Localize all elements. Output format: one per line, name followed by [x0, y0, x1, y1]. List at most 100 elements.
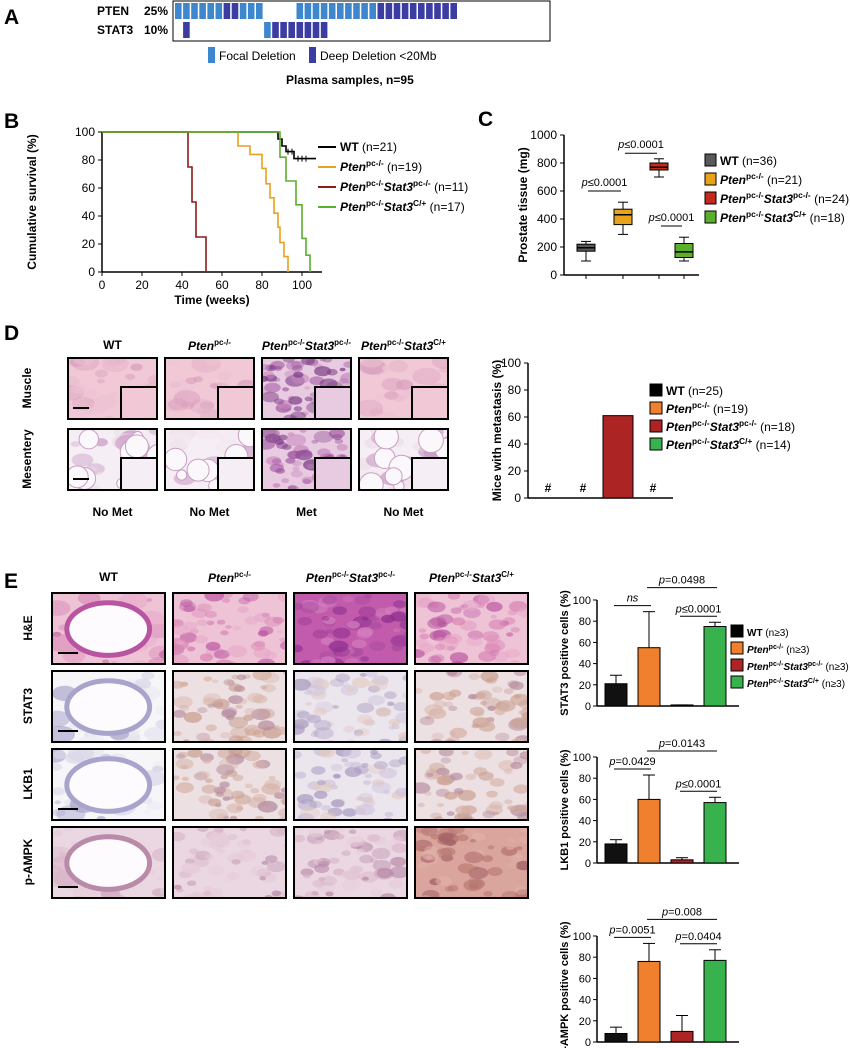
gene-name-pten: PTEN: [97, 4, 129, 18]
sig-label-1: p≤0.0001: [617, 139, 664, 151]
histology-tile-d: [67, 428, 158, 491]
focal-deletion-cell: [337, 3, 344, 19]
deep-deletion-cell: [385, 3, 393, 19]
deep-deletion-cell: [223, 3, 231, 19]
panel-letter-e: E: [4, 570, 19, 593]
focal-deletion-cell: [215, 3, 223, 19]
deep-deletion-cell: [288, 22, 295, 38]
oncoprint-panel: PTEN 25% STAT3 10% Focal Deletion Deep Deleti…: [97, 0, 551, 87]
focal-deletion-cell: [312, 3, 320, 19]
deep-deletion-cell: [183, 22, 190, 38]
y-tick-label: 200: [537, 240, 557, 254]
legend-label-3: Ptenpc-/-Stat3C/+ (n=17): [340, 198, 465, 214]
y-axis-label: STAT3 positive cells (%): [559, 590, 571, 716]
legend-swatch-1: [730, 641, 744, 655]
legend-swatch-1: [704, 172, 717, 186]
legend-label-3: Ptenpc-/-Stat3C/+ (n≥3): [747, 678, 845, 690]
y-tick-label: 100: [75, 125, 95, 139]
metastasis-bar-2: [602, 415, 634, 499]
scale-bar: [58, 886, 78, 888]
focal-deletion-cell: [199, 3, 206, 19]
y-tick-label: 80: [579, 773, 591, 785]
histology-inset: [411, 386, 447, 418]
ihc-bar-1-3: [703, 802, 727, 864]
scale-bar: [58, 730, 78, 732]
focal-deletion-cell: [296, 3, 304, 19]
legend-focal-label: Focal Deletion: [219, 49, 296, 63]
histology-tile-e: [293, 592, 408, 665]
focal-deletion-cell: [191, 3, 198, 19]
y-tick-label: 20: [579, 680, 591, 692]
histology-tile-d: [358, 357, 449, 420]
histology-tile-d: [261, 357, 352, 420]
focal-deletion-cell: [239, 3, 247, 19]
histology-tile-d: [67, 357, 158, 420]
y-axis-label: Cumulative survival (%): [25, 134, 39, 269]
x-axis-label: Time (weeks): [174, 293, 249, 307]
deep-deletion-cell: [231, 3, 239, 19]
ihc-bar-0-0: [604, 683, 628, 707]
x-tick-label: 60: [215, 278, 229, 292]
deep-deletion-cell: [418, 3, 425, 19]
y-tick-label: 40: [579, 816, 591, 828]
deep-deletion-cell: [280, 22, 287, 38]
survival-chart: 0 20 40 60 80 100 0 20 40 60 80 100 Time (weeks) Cumu…: [25, 125, 468, 307]
focal-deletion-cell: [345, 3, 352, 19]
panel-letter-c: C: [478, 108, 494, 131]
sig-label: p=0.0429: [608, 756, 655, 768]
histology-tile-d: [358, 428, 449, 491]
y-tick-label: 0: [88, 265, 95, 279]
x-tick-label: 100: [292, 278, 312, 292]
y-tick-label: 0: [585, 858, 591, 870]
focal-deletion-cell: [256, 3, 263, 19]
deep-deletion-cell: [296, 22, 304, 38]
focal-deletion-cell: [320, 3, 328, 19]
histology-inset: [411, 457, 447, 489]
histology-tile-d: [261, 428, 352, 491]
deep-deletion-cell: [312, 22, 320, 38]
y-tick-label: 40: [82, 209, 96, 223]
y-tick-label: 40: [508, 437, 522, 451]
column-header-d-3: Ptenpc-/-Stat3C/+: [361, 338, 446, 353]
gene-name-stat3: STAT3: [97, 23, 134, 37]
legend-swatch-3: [704, 210, 717, 224]
legend-label-0: WT (n=36): [720, 154, 777, 168]
legend-label-2: Ptenpc-/-Stat3pc-/- (n=11): [340, 178, 468, 194]
y-tick-label: 20: [579, 1016, 591, 1028]
legend-label-2: Ptenpc-/-Stat3pc-/- (n=18): [666, 418, 795, 434]
no-metastasis-mark-0: #: [545, 481, 552, 495]
histology-inset: [120, 386, 156, 418]
x-tick-label: 40: [175, 278, 189, 292]
y-tick-label: 100: [573, 595, 591, 607]
legend-swatch-1: [649, 401, 663, 415]
histology-tile-e: [293, 670, 408, 743]
y-tick-label: 20: [579, 837, 591, 849]
deep-deletion-cell: [304, 22, 312, 38]
histology-tile-e: [51, 670, 166, 743]
legend-label-2: Ptenpc-/-Stat3pc-/- (n≥3): [747, 661, 849, 673]
histology-inset: [314, 386, 350, 418]
y-tick-label: 100: [501, 356, 521, 370]
legend-label-0: WT (n=25): [666, 384, 723, 398]
sig-label: ns: [627, 593, 639, 605]
histology-tile-e: [51, 826, 166, 899]
legend-swatch-2: [704, 191, 717, 205]
legend-focal-swatch: [208, 47, 215, 63]
y-tick-label: 80: [579, 952, 591, 964]
legend-deep-label: Deep Deletion <20Mb: [320, 49, 437, 63]
histology-tile-e: [172, 748, 287, 821]
ihc-bar-2-3: [703, 959, 727, 1043]
y-axis-label: p-AMPK positive cells (%): [559, 921, 571, 1048]
legend-swatch-0: [704, 153, 717, 167]
y-tick-label: 20: [82, 237, 96, 251]
legend-swatch-0: [649, 383, 663, 397]
legend-label-0: WT (n=21): [340, 140, 397, 154]
y-tick-label: 80: [508, 383, 522, 397]
focal-deletion-cell: [207, 3, 214, 19]
column-header-d-2: Ptenpc-/-Stat3pc-/-: [261, 338, 352, 353]
deep-deletion-cell: [450, 3, 457, 19]
sig-label: p≤0.0001: [675, 778, 722, 790]
ihc-bar-1-0: [604, 843, 628, 864]
y-axis-label: LKB1 positive cells (%): [559, 749, 571, 870]
y-tick-label: 60: [82, 181, 96, 195]
